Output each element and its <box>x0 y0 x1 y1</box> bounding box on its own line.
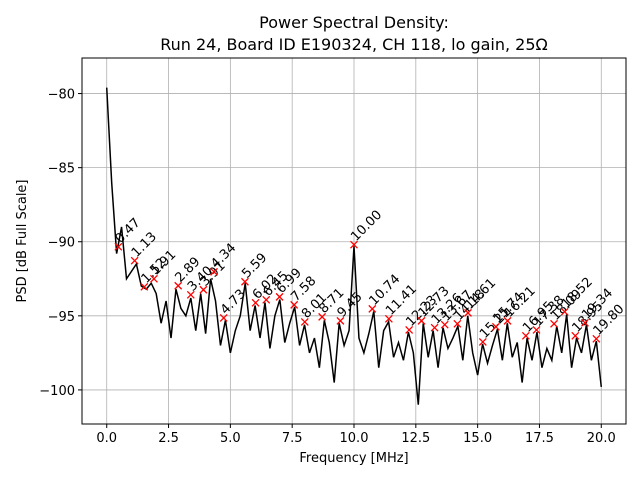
peak-marker <box>140 282 149 291</box>
y-tick-label: −80 <box>48 88 75 103</box>
peak-marker <box>491 322 500 331</box>
peak-marker <box>453 319 462 328</box>
peak-marker <box>521 331 530 340</box>
x-tick-label: 15.0 <box>463 431 492 446</box>
peak-marker <box>240 277 249 286</box>
peak-marker <box>405 325 414 334</box>
peak-marker <box>571 331 580 340</box>
y-tick-label: −85 <box>48 162 75 177</box>
peak-marker <box>210 267 219 276</box>
peak-marker <box>592 334 601 343</box>
peak-marker <box>275 292 284 301</box>
peak-marker <box>114 242 123 251</box>
peak-marker <box>430 323 439 332</box>
peak-marker <box>174 281 183 290</box>
chart-title-line-2: Run 24, Board ID E190324, CH 118, lo gai… <box>160 35 548 54</box>
peak-marker <box>478 337 487 346</box>
plot-frame <box>81 57 627 425</box>
x-tick-label: 2.5 <box>158 431 179 446</box>
chart-title-line-1: Power Spectral Density: <box>259 13 449 32</box>
peak-marker <box>290 300 299 309</box>
peak-marker <box>560 307 569 316</box>
y-tick-label: −95 <box>48 310 75 325</box>
peak-marker <box>336 316 345 325</box>
x-axis-label: Frequency [MHz] <box>299 451 408 466</box>
peak-marker <box>318 312 327 321</box>
x-tick-label: 12.5 <box>401 431 430 446</box>
peak-marker <box>262 295 271 304</box>
peak-marker <box>384 314 393 323</box>
psd-line <box>105 87 603 405</box>
x-tick-label: 10.0 <box>340 431 369 446</box>
peak-marker <box>219 313 228 322</box>
y-tick-label: −100 <box>39 384 75 399</box>
x-tick-label: 17.5 <box>525 431 554 446</box>
peak-marker <box>550 319 559 328</box>
peak-marker <box>532 325 541 334</box>
peak-marker <box>251 298 260 307</box>
y-tick-label: −90 <box>48 236 75 251</box>
y-axis-label: PSD [dB Full Scale] <box>15 179 30 302</box>
x-tick-label: 5.0 <box>220 431 241 446</box>
peak-marker <box>440 320 449 329</box>
peak-marker <box>503 316 512 325</box>
peak-marker <box>130 256 139 265</box>
peak-marker <box>368 304 377 313</box>
peak-marker <box>464 308 472 317</box>
peak-marker <box>199 285 208 294</box>
x-tick-label: 7.5 <box>282 431 303 446</box>
peak-marker <box>149 274 158 283</box>
peak-marker <box>300 317 309 326</box>
peak-marker <box>186 290 195 299</box>
peak-marker <box>580 318 589 327</box>
x-tick-label: 20.0 <box>587 431 616 446</box>
peak-marker <box>350 240 358 249</box>
x-tick-label: 0.0 <box>96 431 117 446</box>
peak-marker <box>417 316 426 325</box>
